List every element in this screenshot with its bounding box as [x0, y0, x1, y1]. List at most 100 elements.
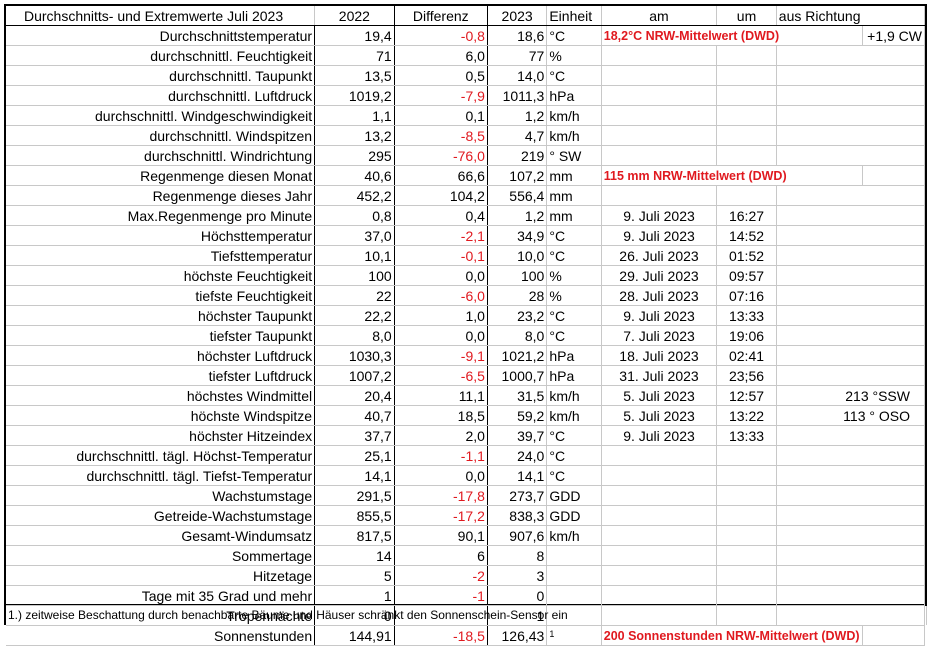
value-2022: 100 [314, 265, 395, 286]
value-differenz: 0,1 [394, 105, 488, 126]
value-am: 9. Juli 2023 [601, 205, 718, 226]
value-um [716, 185, 777, 206]
value-aus-richtung [776, 85, 926, 106]
value-differenz: 6,0 [394, 45, 488, 66]
header-differenz: Differenz [394, 6, 488, 26]
value-aus-richtung [776, 185, 926, 206]
value-2022: 10,1 [314, 245, 395, 266]
value-um: 13:33 [716, 305, 777, 326]
row-label: höchster Hitzeindex [6, 425, 316, 446]
footnote: 1.) zeitweise Beschattung durch benachba… [4, 606, 927, 625]
row-label: Wachstumstage [6, 485, 316, 506]
value-aus-richtung [776, 425, 926, 446]
value-2023: 34,9 [487, 225, 548, 246]
value-am: 26. Juli 2023 [601, 245, 718, 266]
table-row: durchschnittl. tägl. Tiefst-Temperatur 14… [6, 465, 926, 486]
value-um: 02:41 [716, 345, 777, 366]
header-am: am [601, 6, 718, 26]
value-2023: 14,0 [487, 65, 548, 86]
value-unit: °C [546, 325, 602, 346]
value-differenz: -8,5 [394, 125, 488, 146]
value-um: 09:57 [716, 265, 777, 286]
value-2022: 295 [314, 145, 395, 166]
value-um: 07:16 [716, 285, 777, 306]
value-am [601, 85, 718, 106]
value-2022: 817,5 [314, 525, 395, 546]
value-unit: % [546, 285, 602, 306]
value-am [601, 445, 718, 466]
row-label: Regenmenge dieses Jahr [6, 185, 316, 206]
row-label: durchschnittl. Taupunkt [6, 65, 316, 86]
value-um [716, 485, 777, 506]
value-um: 23;56 [716, 365, 777, 386]
value-2022: 144,91 [314, 625, 395, 646]
table-row: durchschnittl. Feuchtigkeit 71 6,0 77% [6, 45, 926, 66]
value-unit: °C [546, 305, 602, 326]
value-am [601, 45, 718, 66]
value-2023: 219 [487, 145, 548, 166]
table-row: Hitzetage 5 -2 3 [6, 565, 926, 586]
row-label: höchste Windspitze [6, 405, 316, 426]
value-aus-richtung [776, 545, 926, 566]
row-label: höchstes Windmittel [6, 385, 316, 406]
value-aus-richtung [776, 125, 926, 146]
value-differenz: 0,5 [394, 65, 488, 86]
value-am: 18. Juli 2023 [601, 345, 718, 366]
value-aus-richtung [776, 485, 926, 506]
row-label: durchschnittl. Windspitzen [6, 125, 316, 146]
value-2023: 838,3 [487, 505, 548, 526]
row-label: Hitzetage [6, 565, 316, 586]
table-row: höchster Taupunkt 22,2 1,0 23,2 °C 9. Juli 20… [6, 305, 926, 326]
header-row: Durchschnitts- und Extremwerte Juli 2023… [6, 6, 926, 26]
value-2022: 0,8 [314, 205, 395, 226]
value-differenz: 1,0 [394, 305, 488, 326]
value-differenz: -7,9 [394, 85, 488, 106]
value-differenz: -1 [394, 585, 488, 606]
value-am [601, 105, 718, 126]
table-row: durchschnittl. Windspitzen 13,2 -8,5 4,7 km/… [6, 125, 926, 146]
table-row: Gesamt-Windumsatz 817,5 90,1 907,6 km/h [6, 525, 926, 546]
value-unit: km/h [546, 125, 602, 146]
value-unit: mm [546, 165, 602, 186]
data-sheet: Durchschnitts- und Extremwerte Juli 2023… [4, 4, 927, 646]
table-row: höchstes Windmittel 20,4 11,1 31,5 km/h 5. Ju… [6, 385, 926, 406]
value-2022: 291,5 [314, 485, 395, 506]
row-label: Max.Regenmenge pro Minute [6, 205, 316, 226]
value-aus-richtung [776, 245, 926, 266]
value-2023: 59,2 [487, 405, 548, 426]
value-2023: 8,0 [487, 325, 548, 346]
row-label: durchschnittl. Luftdruck [6, 85, 316, 106]
value-differenz [394, 605, 488, 626]
value-differenz: -17,2 [394, 505, 488, 526]
value-aus-richtung [776, 505, 926, 526]
row-label: höchste Feuchtigkeit [6, 265, 316, 286]
value-unit: mm [546, 185, 602, 206]
table-row: Getreide-Wachstumstage 855,5 -17,2 838,3 GD… [6, 505, 926, 526]
value-unit: hPa [546, 345, 602, 366]
value-um: 14:52 [716, 225, 777, 246]
value-2022: 1030,3 [314, 345, 395, 366]
row-label: Regenmenge diesen Monat [6, 165, 316, 186]
value-um [716, 545, 777, 566]
value-aus-richtung [776, 145, 926, 166]
extra-value: +1,9 CW [862, 25, 926, 46]
value-um [716, 105, 777, 126]
value-differenz: -2,1 [394, 225, 488, 246]
value-um [716, 65, 777, 86]
value-2022: 37,7 [314, 425, 395, 446]
value-aus-richtung [776, 205, 926, 226]
row-label: tiefste Feuchtigkeit [6, 285, 316, 306]
value-2023: 1,2 [487, 205, 548, 226]
value-2023: 10,0 [487, 245, 548, 266]
table-row: Wachstumstage 291,5 -17,8 273,7 GDD [6, 485, 926, 506]
nrw-note: 18,2°C NRW-Mittelwert (DWD) [601, 25, 863, 46]
value-am: 5. Juli 2023 [601, 405, 718, 426]
value-2022: 14,1 [314, 465, 395, 486]
value-2023: 1 [487, 605, 548, 626]
row-label: Sonnenstunden [6, 625, 316, 646]
value-um [716, 565, 777, 586]
value-unit: hPa [546, 365, 602, 386]
value-unit: °C [546, 25, 602, 46]
value-2022: 452,2 [314, 185, 395, 206]
table-row: höchste Windspitze 40,7 18,5 59,2 km/h 5. Jul… [6, 405, 926, 426]
